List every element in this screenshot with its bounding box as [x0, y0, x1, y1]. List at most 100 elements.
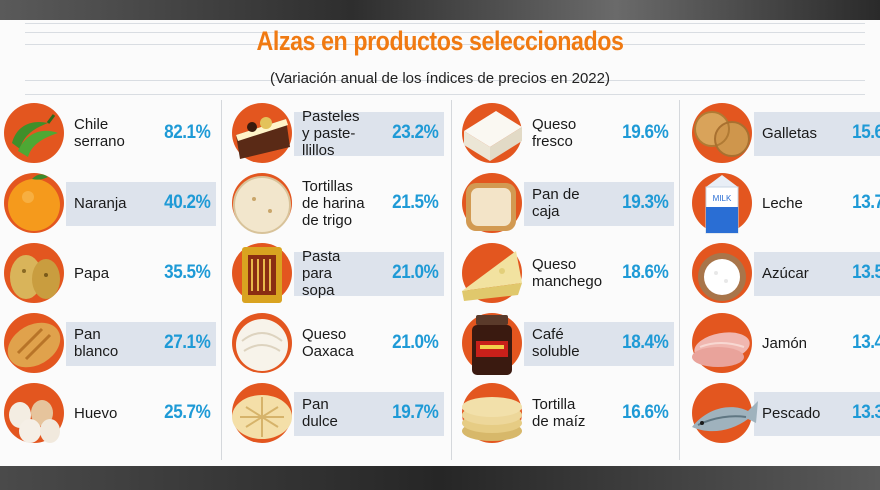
row-highlight: [66, 322, 216, 366]
ruled-line: [25, 44, 865, 45]
product-item: Pescado 13.3%: [692, 380, 880, 446]
product-item: Café soluble 18.4%: [462, 310, 684, 376]
svg-text:MILK: MILK: [713, 194, 732, 203]
product-name: Pasta para sopa: [302, 247, 341, 299]
row-highlight: [294, 112, 444, 156]
product-item: Jamón 13.4%: [692, 310, 880, 376]
fresh-cheese-icon: [462, 103, 522, 163]
photo-edge-top: [0, 0, 880, 20]
infographic-panel: Alzas en productos seleccionados (Variac…: [0, 20, 880, 466]
coffee-jar-icon: [462, 313, 522, 375]
photo-edge-bottom: [0, 466, 880, 490]
product-name: Queso manchego: [532, 256, 603, 290]
product-name: Jamón: [762, 334, 808, 352]
row-highlight: [524, 322, 674, 366]
cookie-icon: [692, 103, 752, 163]
product-item: Pasteles y paste- llillos 23.2%: [232, 100, 454, 166]
price-increase-value: 18.6%: [621, 262, 669, 283]
flour-tortilla-icon: [232, 173, 292, 234]
product-item: Galletas 15.6%: [692, 100, 880, 166]
chili-icon: [4, 103, 64, 163]
orange-icon: [4, 173, 64, 233]
manchego-cheese-icon: [462, 243, 522, 303]
row-highlight: [754, 112, 880, 156]
product-name: Pescado: [762, 404, 821, 422]
product-item: Tortillas de harina de trigo 21.5%: [232, 170, 454, 236]
ruled-line: [25, 32, 865, 33]
product-name: Papa: [74, 264, 110, 282]
product-item: Naranja 40.2%: [4, 170, 226, 236]
sugar-icon: [692, 243, 752, 303]
product-item: Pasta para sopa 21.0%: [232, 240, 454, 306]
price-increase-value: 13.4%: [851, 332, 880, 353]
ruled-line: [25, 80, 865, 81]
product-name: Pan de caja: [532, 186, 580, 220]
price-increase-value: 27.1%: [163, 332, 211, 353]
product-item: Chile serrano 82.1%: [4, 100, 226, 166]
bread-roll-icon: [4, 313, 64, 373]
price-increase-value: 21.0%: [391, 332, 439, 353]
product-item: Queso fresco 19.6%: [462, 100, 684, 166]
price-increase-value: 35.5%: [163, 262, 211, 283]
product-item: Papa 35.5%: [4, 240, 226, 306]
column-divider: [221, 100, 222, 460]
product-name: Naranja: [74, 194, 127, 212]
product-name: Azúcar: [762, 264, 809, 282]
price-increase-value: 21.5%: [391, 192, 439, 213]
row-highlight: [754, 392, 880, 436]
page-subtitle: (Variación anual de los índices de preci…: [270, 70, 610, 87]
product-item: Pan de caja 19.3%: [462, 170, 684, 236]
product-name: Leche: [762, 194, 803, 212]
product-name: Tortillas de harina de trigo: [302, 177, 365, 229]
price-increase-value: 19.6%: [621, 122, 669, 143]
product-name: Café soluble: [532, 326, 580, 360]
milk-carton-icon: MILK: [692, 173, 752, 234]
product-name: Pan dulce: [302, 396, 338, 430]
product-name: Queso fresco: [532, 116, 577, 150]
ruled-line: [25, 94, 865, 95]
price-increase-value: 19.3%: [621, 192, 669, 213]
price-increase-value: 40.2%: [163, 192, 211, 213]
row-highlight: [294, 392, 444, 436]
row-highlight: [294, 252, 444, 296]
price-increase-value: 82.1%: [163, 122, 211, 143]
oaxaca-cheese-icon: [232, 313, 292, 373]
price-increase-value: 13.5%: [851, 262, 880, 283]
product-name: Queso Oaxaca: [302, 326, 354, 360]
product-item: Pan dulce 19.7%: [232, 380, 454, 446]
row-highlight: [754, 252, 880, 296]
ham-icon: [692, 313, 752, 373]
price-increase-value: 13.7%: [851, 192, 880, 213]
column-divider: [679, 100, 680, 460]
concha-icon: [232, 383, 292, 443]
price-increase-value: 23.2%: [391, 122, 439, 143]
corn-tortilla-icon: [462, 383, 522, 443]
product-name: Huevo: [74, 404, 118, 422]
row-highlight: [524, 182, 674, 226]
cake-icon: [232, 103, 292, 163]
product-item: Azúcar 13.5%: [692, 240, 880, 306]
product-item: Queso manchego 18.6%: [462, 240, 684, 306]
product-name: Tortilla de maíz: [532, 396, 586, 430]
page-title: Alzas en productos seleccionados: [256, 26, 624, 56]
ruled-line: [25, 23, 865, 24]
sliced-bread-icon: [462, 173, 522, 233]
price-increase-value: 21.0%: [391, 262, 439, 283]
price-increase-value: 15.6%: [851, 122, 880, 143]
price-increase-value: 25.7%: [163, 402, 211, 423]
price-increase-value: 13.3%: [851, 402, 880, 423]
price-increase-value: 19.7%: [391, 402, 439, 423]
row-highlight: [66, 182, 216, 226]
product-name: Galletas: [762, 124, 818, 142]
potato-icon: [4, 243, 64, 303]
product-item: MILK Leche 13.7%: [692, 170, 880, 236]
product-item: Queso Oaxaca 21.0%: [232, 310, 454, 376]
product-name: Pasteles y paste- llillos: [302, 107, 360, 159]
fish-icon: [692, 383, 758, 443]
column-divider: [451, 100, 452, 460]
price-increase-value: 16.6%: [621, 402, 669, 423]
egg-icon: [4, 383, 64, 443]
product-name: Pan blanco: [74, 326, 119, 360]
product-item: Huevo 25.7%: [4, 380, 226, 446]
